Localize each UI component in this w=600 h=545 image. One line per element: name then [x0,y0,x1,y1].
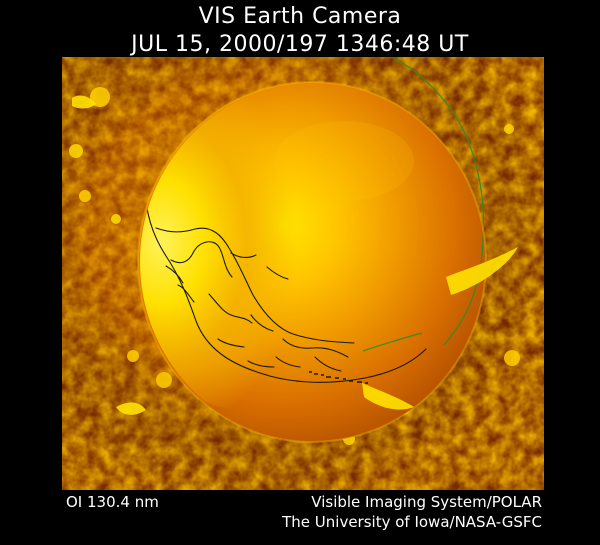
earth-camera-svg [62,57,544,490]
system-label: Visible Imaging System/POLAR [311,493,542,511]
institution-label: The University of Iowa/NASA-GSFC [282,513,542,531]
earth-camera-image [62,57,544,490]
wavelength-label: OI 130.4 nm [66,493,159,511]
image-title: VIS Earth Camera [198,4,402,29]
image-timestamp: JUL 15, 2000/197 1346:48 UT [131,32,469,57]
